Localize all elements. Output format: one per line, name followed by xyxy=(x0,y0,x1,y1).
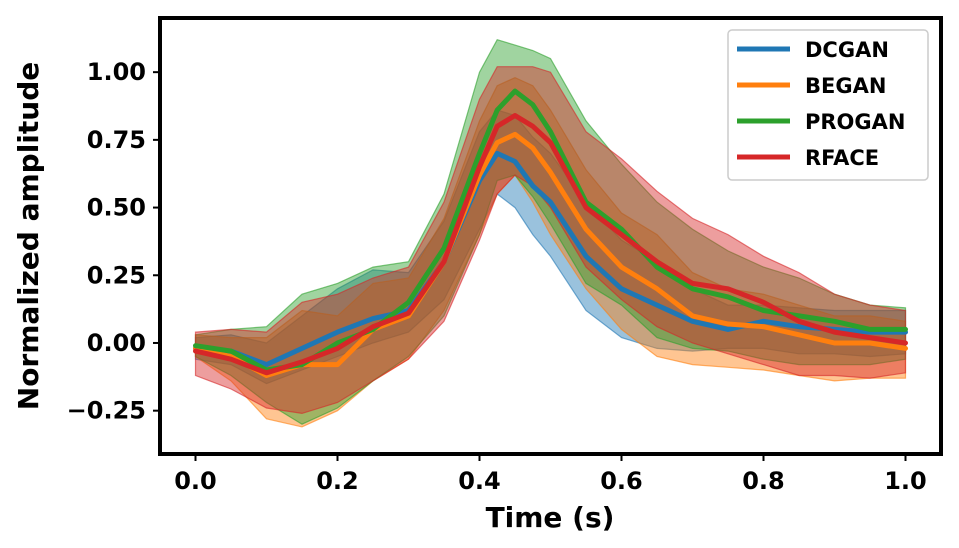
legend-box xyxy=(727,29,929,181)
y-tick-label: −0.25 xyxy=(67,397,146,425)
series-line-began xyxy=(193,131,908,378)
y-tick-label: 0.00 xyxy=(87,329,146,357)
x-tick-label: 0.0 xyxy=(174,467,217,495)
band-began xyxy=(194,76,907,428)
legend: DCGAN BEGAN PROGAN RFACE xyxy=(727,29,929,181)
y-tick-label: 0.75 xyxy=(87,126,146,154)
y-tick-label: 1.00 xyxy=(87,58,146,86)
y-axis-ticks: −0.25 0.00 0.25 0.50 0.75 1.00 xyxy=(67,58,160,425)
series-line-progan xyxy=(193,88,908,373)
y-tick-label: 0.50 xyxy=(87,194,146,222)
y-tick-label: 0.25 xyxy=(87,261,146,289)
legend-label-progan: PROGAN xyxy=(805,110,905,134)
x-axis-title: Time (s) xyxy=(486,501,615,534)
legend-label-dcgan: DCGAN xyxy=(805,38,889,62)
legend-label-began: BEGAN xyxy=(805,74,886,98)
y-axis-title: Normalized amplitude xyxy=(12,62,45,410)
plot-frame xyxy=(158,16,943,456)
series-line-dcgan xyxy=(193,150,908,368)
x-tick-label: 0.4 xyxy=(458,467,501,495)
legend-label-rface: RFACE xyxy=(805,146,879,170)
x-tick-label: 0.8 xyxy=(742,467,785,495)
x-tick-label: 0.6 xyxy=(600,467,643,495)
x-tick-label: 1.0 xyxy=(884,467,927,495)
series-line-rface xyxy=(193,113,908,376)
x-axis-ticks: 0.0 0.2 0.4 0.6 0.8 1.0 xyxy=(174,454,927,495)
x-tick-label: 0.2 xyxy=(316,467,359,495)
series-lines xyxy=(193,88,908,378)
